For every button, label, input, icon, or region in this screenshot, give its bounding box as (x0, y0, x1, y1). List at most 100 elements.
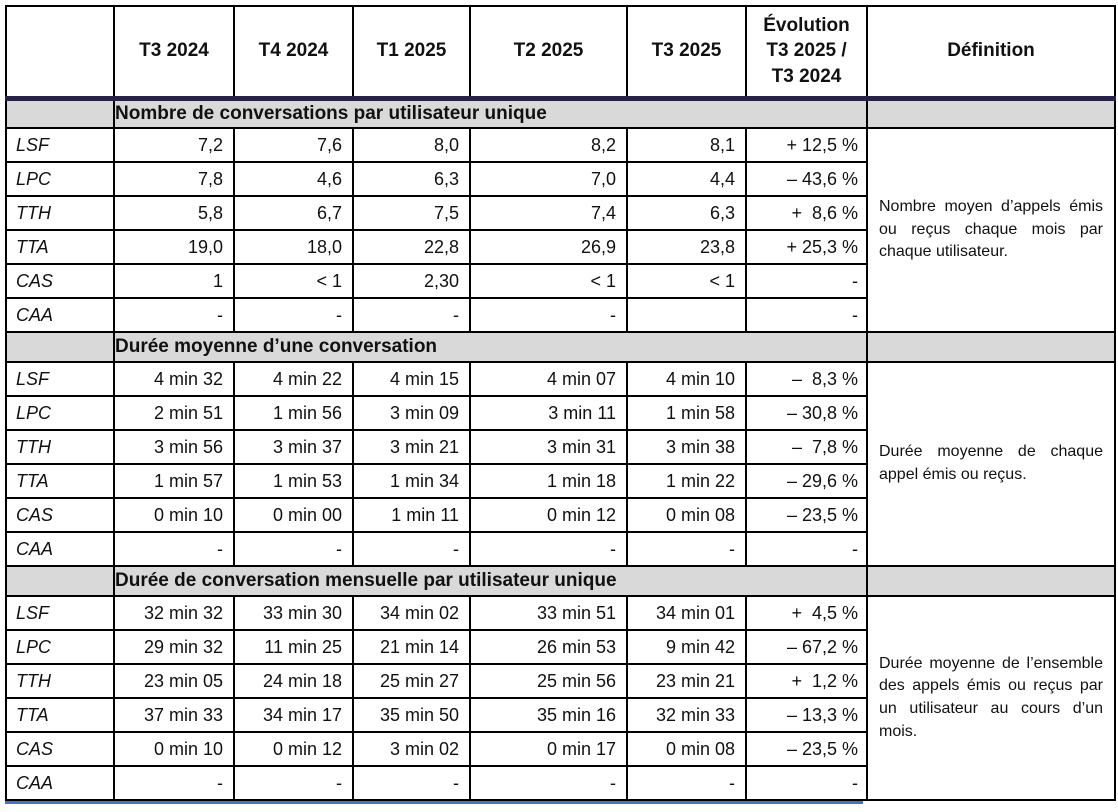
value-cell: 7,6 (233, 127, 354, 163)
table-row: TTA 1 min 57 1 min 53 1 min 34 1 min 18 1 min… (5, 463, 1115, 499)
table-row: TTA 19,0 18,0 22,8 26,9 23,8 + 25,3 % (5, 229, 1115, 265)
value-cell: 3 min 38 (626, 429, 747, 465)
value-cell: - (626, 531, 747, 567)
value-cell: 0 min 12 (469, 497, 628, 533)
row-label: LSF (5, 595, 115, 631)
value-cell: < 1 (469, 263, 628, 299)
value-cell: 3 min 21 (352, 429, 471, 465)
section-title: Nombre de conversations par utilisateur … (113, 97, 868, 129)
row-label: TTA (5, 229, 115, 265)
value-cell: 1 min 18 (469, 463, 628, 499)
table-row: LSF 32 min 32 33 min 30 34 min 02 33 min 51 3… (5, 595, 1116, 801)
value-cell: 0 min 17 (469, 731, 628, 767)
definition-cell: Durée moyenne de l’ensemble des appels é… (866, 595, 1116, 801)
table-body: Nombre de conversations par utilisateur … (5, 97, 1116, 801)
value-cell: - (469, 297, 628, 333)
value-cell: 24 min 18 (233, 663, 354, 699)
value-cell: 25 min 27 (352, 663, 471, 699)
value-cell: 35 min 16 (469, 697, 628, 733)
table-row: CAA - - - - - - (5, 765, 1115, 801)
evolution-cell: – 7,8 % (745, 429, 868, 465)
row-label: CAS (5, 263, 115, 299)
section-band-definition-cell (866, 565, 1116, 597)
value-cell: 7,4 (469, 195, 628, 231)
section-band-definition-cell (866, 97, 1116, 129)
value-cell: 34 min 01 (626, 595, 747, 631)
table-row: LSF 7,2 7,6 8,0 8,2 8,1 + 12,5 % Nombre moyen d… (5, 127, 1116, 333)
value-cell: 8,2 (469, 127, 628, 163)
section-title: Durée de conversation mensuelle par util… (113, 565, 868, 597)
column-header-definition: Définition (866, 5, 1116, 101)
column-header-t2-2025: T2 2025 (469, 5, 628, 101)
table-row: TTH 5,8 6,7 7,5 7,4 6,3 + 8,6 % (5, 195, 1115, 231)
evolution-cell: – 43,6 % (745, 161, 868, 197)
row-label: CAS (5, 731, 115, 767)
section-band-row: Durée de conversation mensuelle par util… (5, 565, 1116, 597)
value-cell: 3 min 02 (352, 731, 471, 767)
value-cell: - (352, 297, 471, 333)
value-cell: 3 min 11 (469, 395, 628, 431)
statistics-table: T3 2024 T4 2024 T1 2025 T2 2025 T3 2025 … (5, 5, 1116, 801)
value-cell: 29 min 32 (113, 629, 235, 665)
value-cell: 4 min 15 (352, 361, 471, 397)
table-row: LPC 7,8 4,6 6,3 7,0 4,4– 43,6 % (5, 161, 1115, 197)
column-header-t3-2024: T3 2024 (113, 5, 235, 101)
value-cell: 0 min 10 (113, 497, 235, 533)
value-cell: < 1 (233, 263, 354, 299)
value-cell: 3 min 09 (352, 395, 471, 431)
value-cell (626, 297, 747, 333)
value-cell: 7,5 (352, 195, 471, 231)
value-cell: 4 min 32 (113, 361, 235, 397)
value-cell: 21 min 14 (352, 629, 471, 665)
evolution-cell: - (745, 263, 868, 299)
evolution-cell: - (745, 297, 868, 333)
value-cell: - (352, 765, 471, 801)
value-cell: 3 min 37 (233, 429, 354, 465)
value-cell: 19,0 (113, 229, 235, 265)
table-row: CAA - - - - - (5, 297, 1115, 333)
table-row: TTH 23 min 05 24 min 18 25 min 27 25 min 56 2… (5, 663, 1115, 699)
evolution-cell: + 4,5 % (745, 595, 868, 631)
column-header-t1-2025: T1 2025 (352, 5, 471, 101)
row-label: LSF (5, 127, 115, 163)
value-cell: 4 min 22 (233, 361, 354, 397)
evolution-cell: – 13,3 % (745, 697, 868, 733)
value-cell: 35 min 50 (352, 697, 471, 733)
value-cell: - (233, 297, 354, 333)
value-cell: 8,1 (626, 127, 747, 163)
value-cell: 1 min 22 (626, 463, 747, 499)
value-cell: 26 min 53 (469, 629, 628, 665)
value-cell: 4 min 07 (469, 361, 628, 397)
value-cell: 2,30 (352, 263, 471, 299)
row-label: CAA (5, 531, 115, 567)
value-cell: 34 min 02 (352, 595, 471, 631)
table-row: LPC 2 min 51 1 min 56 3 min 09 3 min 11 1 min… (5, 395, 1115, 431)
evolution-cell: – 23,5 % (745, 497, 868, 533)
value-cell: 6,3 (626, 195, 747, 231)
value-cell: 34 min 17 (233, 697, 354, 733)
value-cell: 32 min 33 (626, 697, 747, 733)
row-label: LPC (5, 629, 115, 665)
value-cell: 6,3 (352, 161, 471, 197)
section-title: Durée moyenne d’une conversation (113, 331, 868, 363)
row-label: TTA (5, 463, 115, 499)
evolution-cell: – 8,3 % (745, 361, 868, 397)
value-cell: 1 min 11 (352, 497, 471, 533)
definition-cell: Nombre moyen d’appels émis ou reçus chaq… (866, 127, 1116, 333)
value-cell: - (113, 765, 235, 801)
bottom-accent-rule (5, 801, 863, 804)
value-cell: < 1 (626, 263, 747, 299)
section-band-corner-cell (5, 97, 115, 129)
table-row: LSF 4 min 32 4 min 22 4 min 15 4 min 07 4 min… (5, 361, 1116, 567)
evolution-cell: – 29,6 % (745, 463, 868, 499)
header-row: T3 2024 T4 2024 T1 2025 T2 2025 T3 2025 … (5, 5, 1116, 101)
value-cell: 3 min 31 (469, 429, 628, 465)
row-label: CAS (5, 497, 115, 533)
value-cell: 37 min 33 (113, 697, 235, 733)
evolution-cell: - (745, 531, 868, 567)
value-cell: 0 min 00 (233, 497, 354, 533)
row-label: CAA (5, 297, 115, 333)
value-cell: 0 min 08 (626, 497, 747, 533)
section-band-row: Nombre de conversations par utilisateur … (5, 97, 1116, 129)
value-cell: 5,8 (113, 195, 235, 231)
